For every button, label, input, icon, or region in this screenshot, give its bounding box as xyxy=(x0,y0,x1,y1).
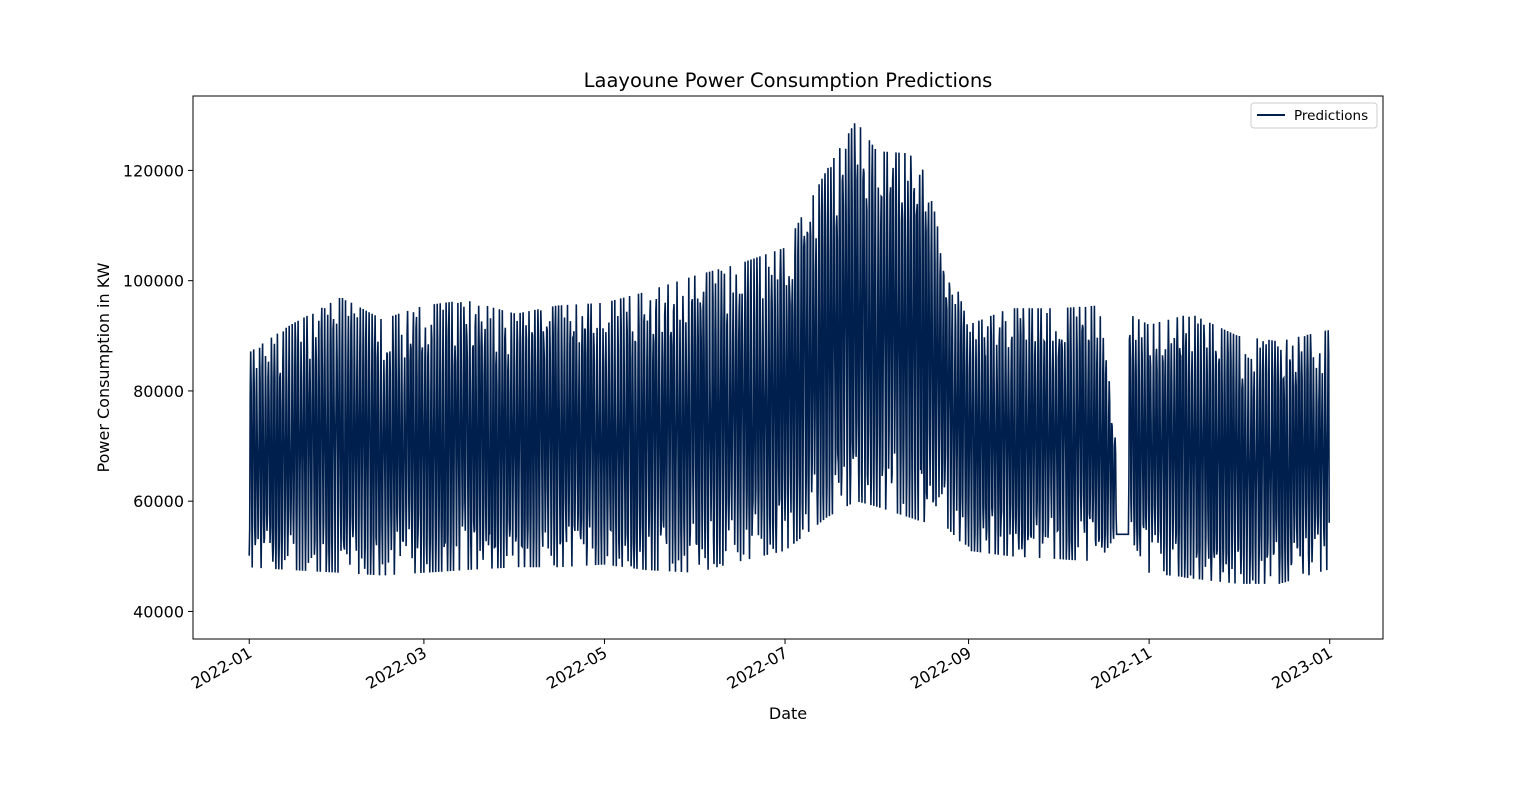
x-tick-label: 2022-03 xyxy=(362,643,429,693)
y-tick-label: 80000 xyxy=(133,382,184,401)
y-tick-label: 60000 xyxy=(133,492,184,511)
y-axis: 40000 60000 80000 100000 120000 xyxy=(123,161,193,621)
x-axis: 2022-01 2022-03 2022-05 2022-07 2022-09 2022-… xyxy=(188,639,1336,693)
legend-box xyxy=(1250,102,1378,129)
series-line-predictions xyxy=(248,123,1330,584)
y-axis-label: Power Consumption in KW xyxy=(94,262,113,472)
y-tick-label: 100000 xyxy=(123,272,184,291)
legend-label-predictions: Predictions xyxy=(1294,108,1368,124)
x-tick-label: 2022-11 xyxy=(1088,643,1155,693)
plot-frame xyxy=(192,95,1384,640)
plot-area xyxy=(248,123,1330,584)
x-tick-label: 2023-01 xyxy=(1268,643,1335,693)
x-tick-label: 2022-01 xyxy=(188,643,255,693)
legend: Predictions xyxy=(1250,102,1378,129)
chart-title: Laayoune Power Consumption Predictions xyxy=(584,69,993,92)
y-tick-label: 40000 xyxy=(133,602,184,621)
x-tick-label: 2022-05 xyxy=(543,643,610,693)
x-tick-label: 2022-09 xyxy=(907,643,974,693)
y-tick-label: 120000 xyxy=(123,161,184,180)
x-tick-label: 2022-07 xyxy=(724,643,791,693)
x-axis-label: Date xyxy=(769,704,807,723)
